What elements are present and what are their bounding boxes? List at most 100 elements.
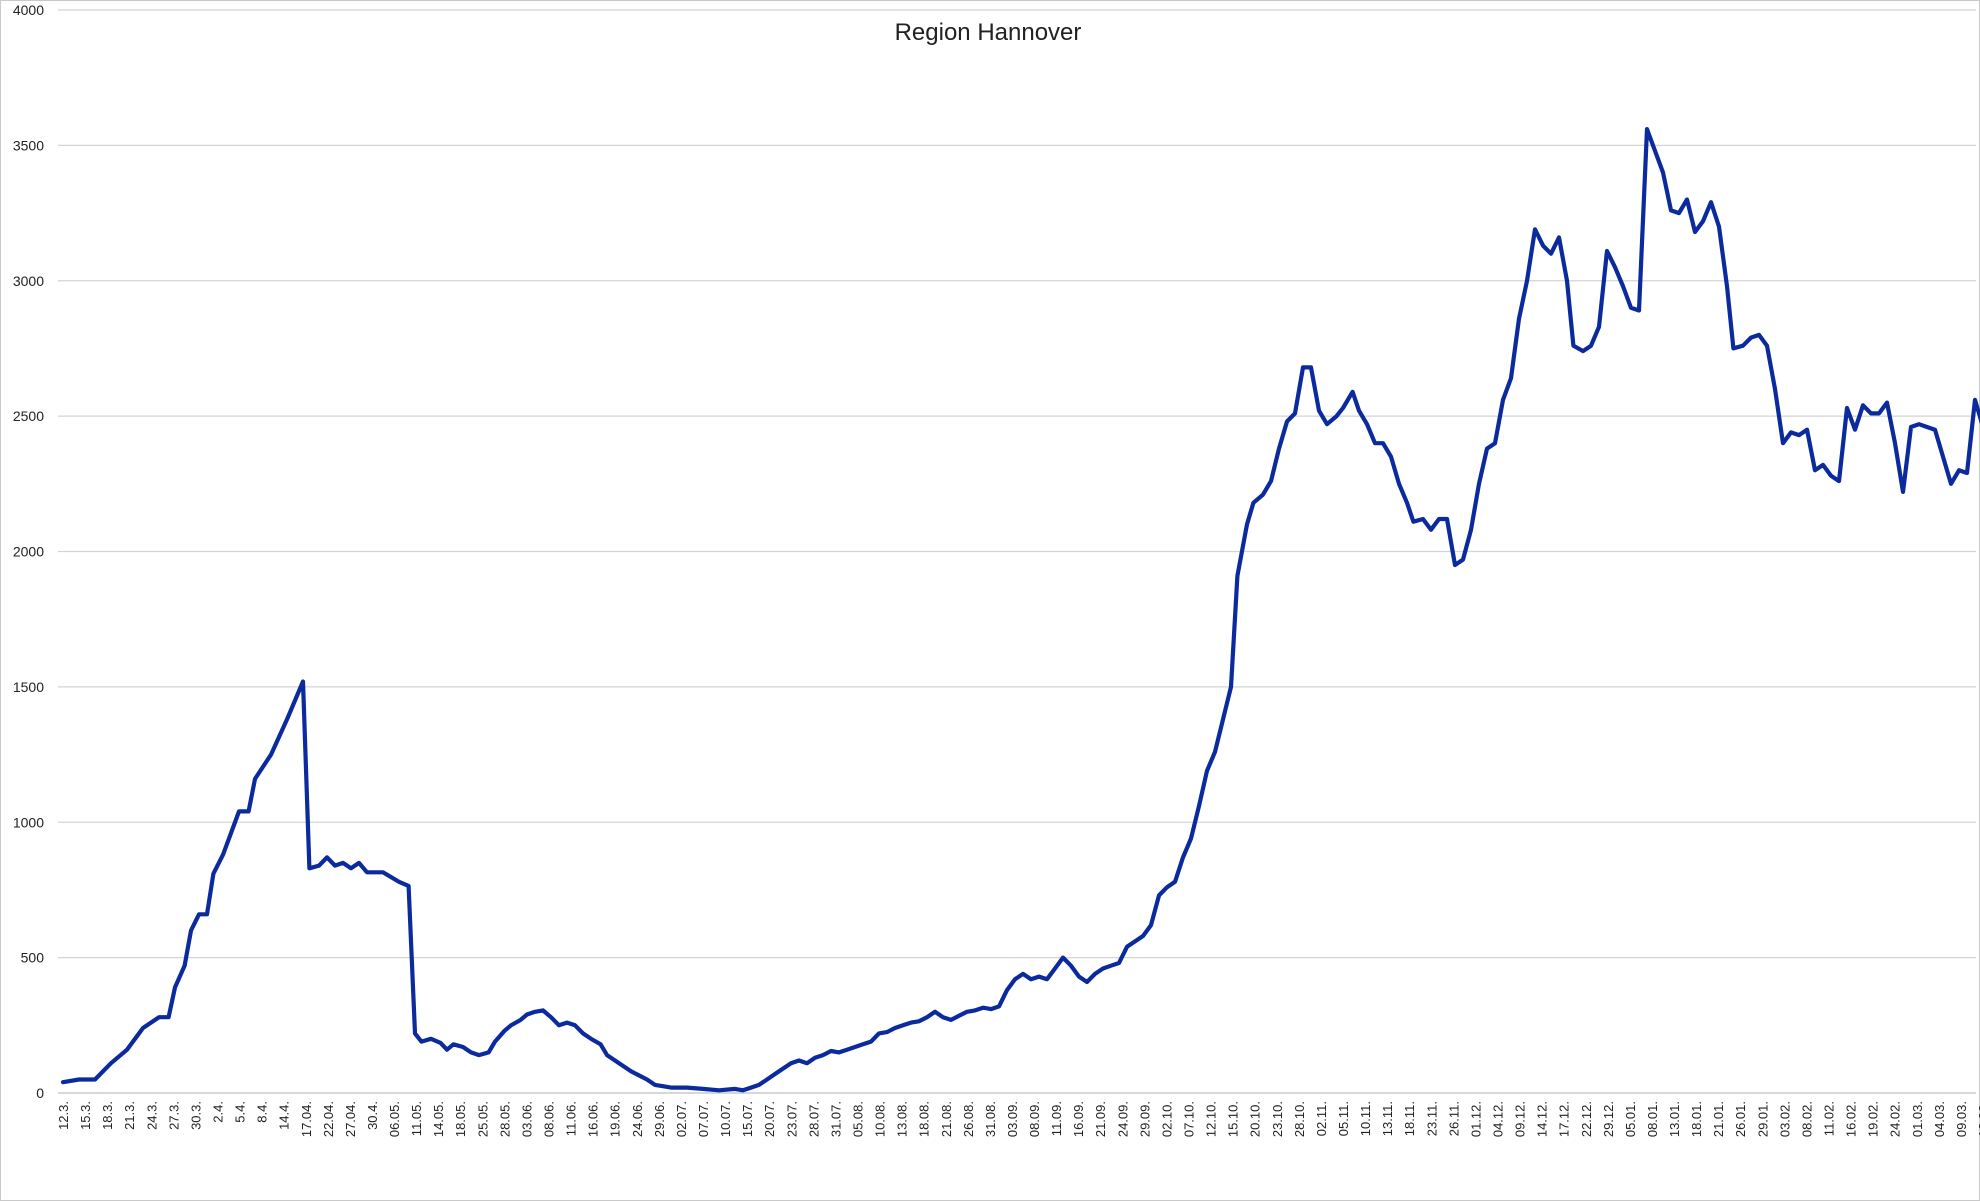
x-tick-label: 22.12. [1579,1101,1594,1137]
series-layer [60,127,1980,1093]
x-tick-label: 08.09. [1027,1101,1042,1137]
x-tick-label: 26.08. [961,1101,976,1137]
x-tick-label: 29.06. [652,1101,667,1137]
x-tick-label: 18.08. [917,1101,932,1137]
x-tick-label: 03.02. [1777,1101,1792,1137]
x-tick-label: 02.07. [674,1101,689,1137]
x-axis-ticks: 12.3. 15.3. 18.3. 21.3. 24.3. 27.3. 30.3. 2.4. 5… [56,1101,1980,1137]
x-tick-label: 24.3. [144,1101,159,1130]
x-tick-label: 09.03. [1954,1101,1969,1137]
x-tick-label: 26.11. [1446,1101,1461,1136]
x-tick-label: 21.3. [122,1101,137,1130]
x-tick-label: 28.10. [1292,1101,1307,1137]
x-tick-label: 12.03. [1976,1101,1980,1137]
x-tick-label: 23.11. [1424,1101,1439,1136]
x-tick-label: 16.02. [1844,1101,1859,1137]
x-tick-label: 26.01. [1733,1101,1748,1137]
x-tick-label: 05.11. [1336,1101,1351,1136]
x-tick-label: 17.04. [299,1101,314,1137]
x-tick-label: 24.06. [630,1101,645,1137]
y-tick-label: 2500 [13,408,44,424]
x-tick-label: 11.06. [564,1101,579,1136]
series-line [60,127,1980,1093]
x-tick-label: 08.06. [542,1101,557,1137]
x-tick-label: 10.08. [873,1101,888,1137]
x-tick-label: 12.10. [1204,1101,1219,1137]
x-tick-label: 03.09. [1005,1101,1020,1137]
x-tick-label: 07.07. [696,1101,711,1137]
x-tick-label: 03.06. [519,1101,534,1137]
y-tick-label: 3000 [13,273,44,289]
x-tick-label: 07.10. [1182,1101,1197,1137]
x-tick-label: 27.04. [343,1101,358,1137]
x-tick-label: 8.4. [255,1101,270,1123]
x-tick-label: 31.07. [828,1101,843,1137]
x-tick-label: 20.07. [762,1101,777,1137]
x-tick-label: 21.01. [1711,1101,1726,1137]
x-tick-label: 02.11. [1314,1101,1329,1136]
x-tick-label: 18.11. [1402,1101,1417,1136]
y-tick-label: 2000 [13,544,44,560]
x-tick-label: 29.01. [1755,1101,1770,1137]
x-tick-label: 30.3. [188,1101,203,1130]
x-tick-label: 18.3. [100,1101,115,1130]
x-tick-label: 21.09. [1093,1101,1108,1137]
x-tick-label: 09.12. [1513,1101,1528,1137]
x-tick-label: 01.03. [1910,1101,1925,1137]
x-tick-label: 29.12. [1601,1101,1616,1137]
x-tick-label: 18.05. [453,1101,468,1137]
x-tick-label: 29.09. [1137,1101,1152,1137]
x-tick-label: 27.3. [166,1101,181,1130]
x-tick-label: 25.05. [475,1101,490,1137]
y-tick-label: 500 [21,950,45,966]
x-tick-label: 15.10. [1226,1101,1241,1137]
y-tick-label: 1500 [13,679,44,695]
x-tick-label: 01.12. [1468,1101,1483,1137]
x-tick-label: 10.07. [718,1101,733,1137]
x-tick-label: 2.4. [210,1101,225,1123]
gridlines [58,9,1976,959]
x-tick-label: 31.08. [983,1101,998,1137]
x-tick-label: 22.04. [321,1101,336,1137]
x-tick-label: 04.03. [1932,1101,1947,1137]
x-tick-label: 16.06. [586,1101,601,1137]
x-tick-label: 30.4. [365,1101,380,1130]
x-tick-label: 28.07. [806,1101,821,1137]
x-tick-label: 24.02. [1888,1101,1903,1137]
y-tick-label: 1000 [13,814,44,830]
y-tick-label: 0 [36,1085,44,1101]
x-tick-label: 08.02. [1799,1101,1814,1137]
x-tick-label: 18.01. [1689,1101,1704,1137]
x-tick-label: 15.3. [78,1101,93,1130]
x-tick-label: 23.07. [784,1101,799,1137]
x-tick-label: 13.08. [895,1101,910,1137]
y-tick-label: 3500 [13,137,44,153]
y-axis-ticks: 0 500 1000 1500 2000 2500 3000 3500 4000 [13,2,44,1101]
x-tick-label: 19.06. [608,1101,623,1137]
x-tick-label: 20.10. [1248,1101,1263,1137]
x-tick-label: 08.01. [1645,1101,1660,1137]
x-tick-label: 06.05. [387,1101,402,1137]
x-tick-label: 11.05. [409,1101,424,1136]
x-tick-label: 05.08. [850,1101,865,1137]
y-tick-label: 4000 [13,2,44,18]
chart-title: Region Hannover [895,19,1082,46]
x-tick-label: 14.05. [431,1101,446,1137]
x-tick-label: 10.11. [1358,1101,1373,1136]
x-tick-label: 23.10. [1270,1101,1285,1137]
x-tick-label: 04.12. [1490,1101,1505,1137]
x-tick-label: 11.09. [1049,1101,1064,1136]
x-tick-label: 17.12. [1557,1101,1572,1137]
x-tick-label: 5.4. [233,1101,248,1123]
x-tick-label: 14.12. [1535,1101,1550,1137]
x-tick-label: 14.4. [277,1101,292,1130]
x-tick-label: 05.01. [1623,1101,1638,1137]
x-tick-label: 21.08. [939,1101,954,1137]
x-tick-label: 24.09. [1115,1101,1130,1137]
x-tick-label: 02.10. [1159,1101,1174,1137]
x-tick-label: 13.01. [1667,1101,1682,1137]
x-tick-label: 16.09. [1071,1101,1086,1137]
x-tick-label: 15.07. [740,1101,755,1137]
